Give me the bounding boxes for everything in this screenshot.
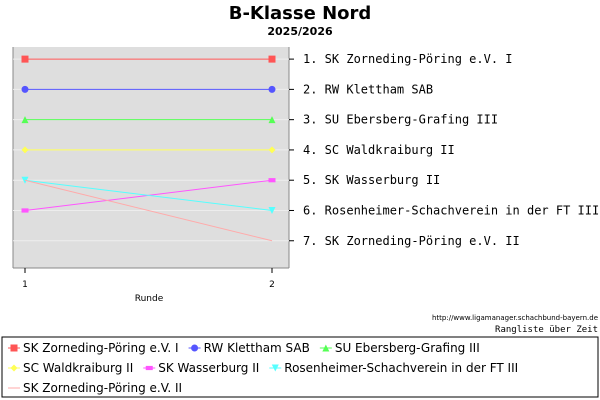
- legend-item: SK Wasserburg II: [143, 361, 259, 375]
- data-point: [268, 146, 276, 154]
- data-point: [21, 116, 29, 124]
- data-point: [271, 364, 279, 372]
- rank-label: 6. Rosenheimer-Schachverein in der FT II…: [303, 203, 599, 217]
- chart-title: B-Klasse Nord: [229, 3, 372, 24]
- data-point: [10, 344, 18, 352]
- source-url: http://www.ligamanager.schachbund-bayern…: [432, 314, 598, 322]
- x-axis-label: Runde: [135, 294, 164, 304]
- data-point: [191, 344, 199, 352]
- chart-caption: Rangliste über Zeit: [495, 325, 598, 335]
- data-point: [21, 208, 29, 213]
- legend-item: Rosenheimer-Schachverein in der FT III: [269, 361, 518, 375]
- data-point: [10, 364, 18, 372]
- rank-label: 2. RW Klettham SAB: [303, 82, 433, 96]
- data-point: [21, 85, 29, 93]
- legend-item: SU Ebersberg-Grafing III: [319, 341, 480, 355]
- data-point: [322, 344, 330, 352]
- legend-label: RW Klettham SAB: [204, 341, 310, 355]
- series: [24, 179, 273, 242]
- legend: SK Zorneding-Pöring e.V. I RW Klettham SA…: [8, 341, 518, 395]
- legend-item: SK Zorneding-Pöring e.V. II: [8, 381, 182, 395]
- series-line: [24, 179, 273, 242]
- legend-box: [1, 336, 599, 398]
- rank-label: 5. SK Wasserburg II: [303, 173, 440, 187]
- data-point: [268, 85, 276, 93]
- series-layer: [21, 55, 276, 242]
- series: [21, 55, 276, 63]
- data-point: [268, 178, 276, 183]
- legend-item: RW Klettham SAB: [188, 341, 310, 355]
- rank-label: 3. SU Ebersberg-Grafing III: [303, 113, 498, 127]
- legend-label: SK Zorneding-Pöring e.V. II: [23, 381, 182, 395]
- data-point: [268, 55, 276, 63]
- legend-label: SC Waldkraiburg II: [23, 361, 133, 375]
- series: [21, 116, 276, 124]
- chart-subtitle: 2025/2026: [267, 25, 333, 38]
- series-line: [24, 179, 273, 211]
- rank-label: 7. SK Zorneding-Pöring e.V. II: [303, 234, 520, 248]
- data-point: [268, 116, 276, 124]
- plot-area: [13, 47, 289, 268]
- legend-item: SC Waldkraiburg II: [8, 361, 133, 375]
- legend-label: SK Wasserburg II: [158, 361, 259, 375]
- x-tick-label: 2: [269, 280, 275, 290]
- data-point: [145, 365, 153, 371]
- ranking-list: 1. SK Zorneding-Pöring e.V. I 2. RW Klett…: [289, 52, 599, 248]
- data-point: [21, 146, 29, 154]
- rank-label: 1. SK Zorneding-Pöring e.V. I: [303, 52, 513, 66]
- legend-label: SK Zorneding-Pöring e.V. I: [23, 341, 179, 355]
- series: [21, 146, 276, 154]
- legend-item: SK Zorneding-Pöring e.V. I: [8, 341, 179, 355]
- legend-label: Rosenheimer-Schachverein in der FT III: [284, 361, 518, 375]
- series: [21, 85, 276, 93]
- rank-label: 4. SC Waldkraiburg II: [303, 143, 455, 157]
- x-tick-label: 1: [22, 280, 28, 290]
- data-point: [21, 55, 29, 63]
- data-point: [268, 206, 276, 214]
- legend-label: SU Ebersberg-Grafing III: [335, 341, 480, 355]
